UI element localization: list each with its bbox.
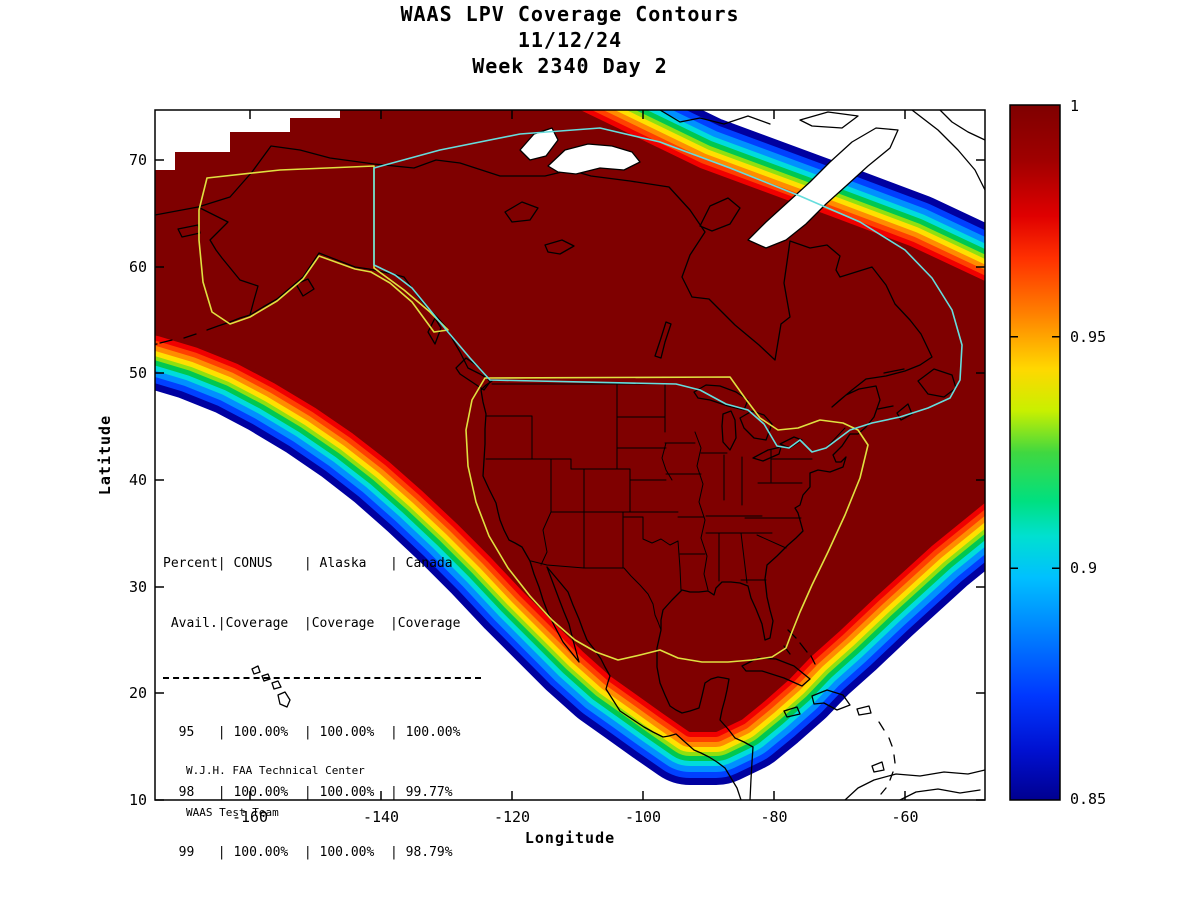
attribution-line1: W.J.H. FAA Technical Center	[186, 764, 365, 777]
political-borders	[373, 165, 846, 631]
x-axis-label: Longitude	[524, 829, 616, 847]
prince-edward-island	[877, 405, 894, 410]
y-tick-30: 30	[128, 578, 147, 596]
chart-title-line3: Week 2340 Day 2	[472, 54, 668, 78]
coverage-table: Percent| CONUS | Alaska | Canada Avail.|…	[163, 514, 481, 900]
attribution: W.J.H. FAA Technical Center WAAS Test Te…	[186, 736, 365, 834]
aleutian-islands	[155, 333, 197, 345]
x-tick-n160: -160	[231, 808, 269, 826]
great-slave-lake	[544, 239, 575, 255]
trinidad	[871, 761, 885, 773]
jamaica	[783, 706, 801, 718]
alaska-service-boundary	[198, 165, 449, 333]
lake-winnipeg	[654, 321, 672, 359]
lake-michigan	[721, 410, 737, 451]
x-tick-n80: -80	[760, 808, 788, 826]
chart-title-line1: WAAS LPV Coverage Contours	[400, 2, 740, 26]
plot-border	[154, 109, 986, 801]
coverage-table-header1: Percent| CONUS | Alaska | Canada	[163, 556, 453, 571]
conus-service-boundary	[465, 376, 869, 663]
us-state-borders	[373, 165, 846, 631]
chart-title-line2: 11/12/24	[517, 28, 623, 52]
canada-service-boundary	[373, 127, 963, 453]
vancouver-island	[455, 357, 491, 391]
colorbar-tick-085: 0.85	[1070, 790, 1107, 808]
colorbar-border	[1009, 104, 1061, 801]
anticosti-island	[883, 368, 905, 374]
coastline-mainland-east	[155, 145, 933, 800]
attribution-line2: WAAS Test Team	[186, 806, 279, 819]
baffin-island	[747, 127, 899, 249]
colorbar-tick-095: 0.95	[1070, 328, 1107, 346]
hispaniola	[811, 689, 851, 711]
kodiak-island	[295, 278, 315, 297]
x-axis-ticks	[249, 110, 906, 800]
lesser-antilles	[878, 721, 896, 795]
lake-superior	[693, 384, 749, 411]
coverage-step-notch	[155, 110, 340, 170]
coverage-table-row-95: 95 | 100.00% | 100.00% | 100.00%	[163, 725, 461, 740]
banks-island	[519, 127, 559, 161]
x-tick-n120: -120	[493, 808, 531, 826]
y-tick-70: 70	[128, 151, 147, 169]
coverage-table-row-99: 99 | 100.00% | 100.00% | 98.79%	[163, 845, 453, 860]
plot-frame	[154, 109, 986, 801]
colorbar-gradient	[1010, 105, 1060, 800]
coverage-table-header2: Avail.|Coverage |Coverage |Coverage	[163, 616, 461, 631]
southampton-island	[699, 197, 741, 232]
y-axis-ticks	[155, 159, 985, 801]
hawaii-islands	[251, 665, 291, 708]
great-lakes	[693, 384, 803, 462]
greenland-coast	[911, 110, 985, 191]
colorbar-tick-1: 1	[1070, 97, 1080, 115]
x-tick-n100: -100	[624, 808, 662, 826]
y-tick-60: 60	[128, 258, 147, 276]
victoria-island	[547, 143, 641, 175]
lake-erie	[752, 446, 782, 462]
y-tick-50: 50	[128, 364, 147, 382]
bering-island	[177, 224, 201, 238]
y-tick-10: 10	[128, 791, 147, 809]
x-tick-n60: -60	[891, 808, 919, 826]
colorbar-tick-09: 0.9	[1070, 559, 1098, 577]
coverage-table-separator	[163, 677, 481, 679]
arctic-coast-fragments	[659, 110, 771, 125]
colorbar	[1009, 104, 1061, 801]
coverage-table-row-98: 98 | 100.00% | 100.00% | 99.77%	[163, 785, 453, 800]
coverage-contours	[155, 110, 985, 730]
devon-island	[799, 111, 859, 129]
y-tick-40: 40	[128, 471, 147, 489]
lake-ontario	[779, 436, 803, 449]
y-tick-20: 20	[128, 684, 147, 702]
haida-gwaii	[427, 317, 442, 345]
x-tick-n140: -140	[362, 808, 400, 826]
coastline-alaska-west	[197, 206, 259, 316]
colorbar-ticks	[1010, 335, 1060, 570]
service-boundaries	[198, 127, 963, 663]
great-bear-lake	[504, 201, 539, 223]
y-axis-label: Latitude	[96, 414, 114, 496]
south-america-coast	[844, 769, 985, 800]
puerto-rico	[856, 705, 872, 716]
